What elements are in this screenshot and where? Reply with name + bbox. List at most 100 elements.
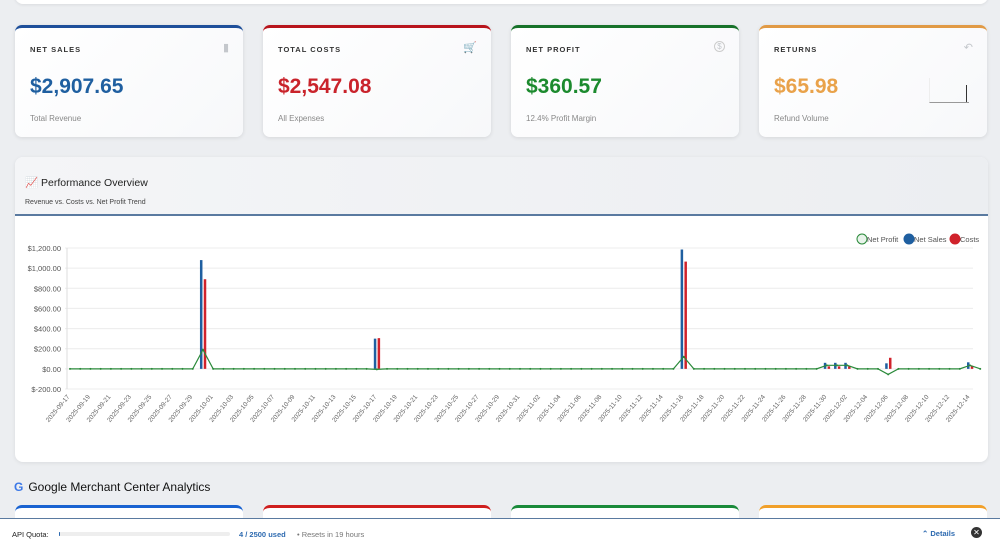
net-profit-point <box>733 367 736 370</box>
net-profit-point <box>539 367 542 370</box>
net-profit-point <box>406 367 409 370</box>
close-icon[interactable]: ✕ <box>971 527 982 538</box>
quota-progress <box>59 532 230 536</box>
y-tick-label: $0.00 <box>42 365 61 374</box>
bar-chart-icon: ▮ <box>222 42 229 54</box>
net-profit-line <box>70 348 981 376</box>
net-profit-point <box>89 367 92 370</box>
legend-label: Costs <box>960 235 979 244</box>
net-profit-point <box>692 367 695 370</box>
kpi-value: $65.98 <box>774 75 839 98</box>
net-profit-point <box>242 367 245 370</box>
net-profit-point <box>283 367 286 370</box>
net-profit-point <box>570 367 573 370</box>
net-profit-point <box>314 367 317 370</box>
kpi-value: $2,547.08 <box>278 75 372 98</box>
details-button[interactable]: ⌃ Details <box>922 529 955 538</box>
net-profit-point <box>784 367 787 370</box>
quota-reset: • Resets in 19 hours <box>297 530 365 539</box>
net-profit-point <box>109 367 112 370</box>
costs-bar <box>848 366 851 369</box>
net-profit-point <box>600 367 603 370</box>
net-profit-point <box>478 367 481 370</box>
net-profit-point <box>467 367 470 370</box>
performance-chart: $1,200.00 $1,000.00 $800.00 $600.00 $400.00 $… <box>28 233 982 424</box>
quota-progress-fill <box>59 532 60 536</box>
cart-icon: 🛒 <box>463 42 477 54</box>
performance-overview-card: 📈 Performance Overview Revenue vs. Costs… <box>15 157 988 462</box>
chart-title: 📈 Performance Overview <box>25 176 148 189</box>
net-profit-point <box>580 367 583 370</box>
net-profit-point <box>651 367 654 370</box>
returns-sparkline <box>929 78 969 103</box>
net-profit-point <box>876 367 879 370</box>
kpi-card-total-costs: TOTAL COSTS 🛒 $2,547.08 All Expenses <box>263 25 491 137</box>
y-tick-label: $800.00 <box>34 284 61 293</box>
net-sales-bar <box>885 363 888 369</box>
net-profit-point <box>744 367 746 370</box>
y-tick-label: $400.00 <box>34 325 61 334</box>
net-profit-point <box>150 367 153 370</box>
dollar-circle-icon: $ <box>714 41 725 52</box>
net-profit-point <box>795 367 798 370</box>
net-profit-point <box>672 367 675 370</box>
net-profit-point <box>324 367 327 370</box>
net-profit-point <box>273 367 276 370</box>
net-profit-point <box>304 367 307 370</box>
kpi-value: $2,907.65 <box>30 75 124 98</box>
net-profit-point <box>79 367 82 370</box>
top-card <box>15 0 988 4</box>
net-profit-point <box>437 367 440 370</box>
kpi-card-net-profit: NET PROFIT $ $360.57 12.4% Profit Margin <box>511 25 739 137</box>
net-sales-bar <box>680 249 684 369</box>
net-profit-point <box>907 367 910 370</box>
kpi-subtitle: All Expenses <box>278 114 325 123</box>
kpi-label: NET SALES <box>30 45 82 54</box>
net-profit-point <box>774 367 777 370</box>
undo-icon: ↶ <box>963 42 973 54</box>
details-label: Details <box>930 529 955 538</box>
net-sales-bar <box>373 338 377 369</box>
net-profit-point <box>396 367 399 370</box>
net-profit-point <box>498 367 501 370</box>
net-profit-point <box>928 367 931 370</box>
net-profit-point <box>365 367 368 370</box>
net-profit-point <box>130 367 133 370</box>
net-profit-point <box>529 367 532 370</box>
net-profit-point <box>120 367 123 370</box>
kpi-label: NET PROFIT <box>526 45 581 54</box>
y-tick-label: $1,000.00 <box>28 264 61 273</box>
net-profit-point <box>938 367 941 370</box>
net-profit-point <box>426 367 429 370</box>
kpi-card-net-sales: NET SALES ▮ $2,907.65 Total Revenue <box>15 25 243 137</box>
net-profit-point <box>948 367 951 370</box>
net-profit-point <box>375 368 378 371</box>
api-quota-bar: API Quota: 4 / 2500 used • Resets in 19 … <box>0 518 1000 548</box>
net-profit-point <box>682 355 685 358</box>
kpi-subtitle: 12.4% Profit Margin <box>526 114 597 123</box>
legend-marker <box>903 233 915 245</box>
quota-label: API Quota: <box>12 530 49 539</box>
net-profit-point <box>825 364 828 367</box>
net-profit-point <box>887 373 890 376</box>
y-tick-label: $600.00 <box>34 304 61 313</box>
legend-marker <box>949 233 961 245</box>
net-profit-point <box>611 367 614 370</box>
net-profit-point <box>662 367 665 370</box>
net-profit-point <box>703 367 706 370</box>
net-profit-point <box>69 367 71 370</box>
net-profit-point <box>621 367 624 370</box>
net-profit-point <box>386 367 389 370</box>
net-profit-point <box>181 367 184 370</box>
net-profit-point <box>559 367 562 370</box>
net-profit-point <box>836 364 839 367</box>
net-profit-point <box>457 367 460 370</box>
costs-bar <box>970 365 974 369</box>
costs-bar <box>888 357 892 369</box>
kpi-subtitle: Total Revenue <box>30 114 82 123</box>
net-profit-point <box>232 367 235 370</box>
net-sales-bar <box>199 260 203 369</box>
kpi-label: RETURNS <box>774 45 818 54</box>
kpi-subtitle: Refund Volume <box>774 114 829 123</box>
kpi-value: $360.57 <box>526 75 602 98</box>
